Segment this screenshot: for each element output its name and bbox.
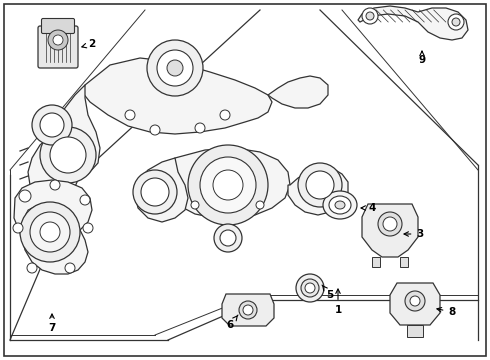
Circle shape bbox=[40, 113, 64, 137]
Circle shape bbox=[200, 157, 256, 213]
Circle shape bbox=[213, 170, 243, 200]
Circle shape bbox=[188, 145, 268, 225]
Circle shape bbox=[157, 50, 193, 86]
Circle shape bbox=[19, 190, 31, 202]
Text: 7: 7 bbox=[49, 314, 56, 333]
Text: 1: 1 bbox=[334, 289, 342, 315]
Text: 5: 5 bbox=[322, 285, 334, 300]
Ellipse shape bbox=[329, 196, 351, 214]
Circle shape bbox=[147, 40, 203, 96]
Circle shape bbox=[30, 212, 70, 252]
Text: 8: 8 bbox=[437, 307, 456, 317]
Circle shape bbox=[452, 18, 460, 26]
Circle shape bbox=[378, 212, 402, 236]
FancyBboxPatch shape bbox=[38, 26, 78, 68]
Polygon shape bbox=[372, 257, 380, 267]
Circle shape bbox=[410, 296, 420, 306]
Circle shape bbox=[239, 301, 257, 319]
Circle shape bbox=[83, 223, 93, 233]
Circle shape bbox=[40, 222, 60, 242]
Polygon shape bbox=[135, 158, 188, 222]
Circle shape bbox=[220, 230, 236, 246]
Circle shape bbox=[20, 202, 80, 262]
Circle shape bbox=[306, 171, 334, 199]
Circle shape bbox=[301, 279, 319, 297]
Text: 2: 2 bbox=[82, 39, 96, 49]
Polygon shape bbox=[268, 76, 328, 108]
Circle shape bbox=[141, 178, 169, 206]
Circle shape bbox=[50, 137, 86, 173]
Circle shape bbox=[362, 8, 378, 24]
Circle shape bbox=[150, 125, 160, 135]
Circle shape bbox=[195, 123, 205, 133]
Circle shape bbox=[298, 163, 342, 207]
Circle shape bbox=[243, 305, 253, 315]
Circle shape bbox=[448, 14, 464, 30]
Circle shape bbox=[214, 224, 242, 252]
Polygon shape bbox=[14, 180, 92, 274]
Polygon shape bbox=[362, 204, 418, 257]
Polygon shape bbox=[358, 6, 468, 40]
Circle shape bbox=[167, 60, 183, 76]
Circle shape bbox=[296, 274, 324, 302]
Polygon shape bbox=[166, 148, 290, 218]
Polygon shape bbox=[46, 85, 100, 178]
Circle shape bbox=[405, 291, 425, 311]
Text: 4: 4 bbox=[361, 203, 376, 213]
Polygon shape bbox=[400, 257, 408, 267]
Polygon shape bbox=[407, 325, 423, 337]
Circle shape bbox=[65, 263, 75, 273]
Circle shape bbox=[13, 223, 23, 233]
Circle shape bbox=[220, 110, 230, 120]
Circle shape bbox=[80, 195, 90, 205]
Polygon shape bbox=[28, 138, 60, 200]
Circle shape bbox=[53, 35, 63, 45]
Circle shape bbox=[27, 263, 37, 273]
Circle shape bbox=[191, 201, 199, 209]
Circle shape bbox=[32, 105, 72, 145]
Circle shape bbox=[50, 180, 60, 190]
Circle shape bbox=[366, 12, 374, 20]
Circle shape bbox=[256, 201, 264, 209]
Polygon shape bbox=[222, 294, 274, 326]
FancyBboxPatch shape bbox=[42, 18, 74, 33]
Polygon shape bbox=[390, 283, 440, 325]
Text: 9: 9 bbox=[418, 51, 425, 65]
Circle shape bbox=[383, 217, 397, 231]
Polygon shape bbox=[82, 58, 272, 134]
Circle shape bbox=[133, 170, 177, 214]
Ellipse shape bbox=[323, 191, 357, 219]
Circle shape bbox=[40, 127, 96, 183]
Text: 6: 6 bbox=[226, 315, 238, 330]
Ellipse shape bbox=[335, 201, 345, 209]
Circle shape bbox=[48, 30, 68, 50]
Polygon shape bbox=[288, 168, 348, 215]
Circle shape bbox=[125, 110, 135, 120]
Circle shape bbox=[305, 283, 315, 293]
Text: 3: 3 bbox=[404, 229, 424, 239]
